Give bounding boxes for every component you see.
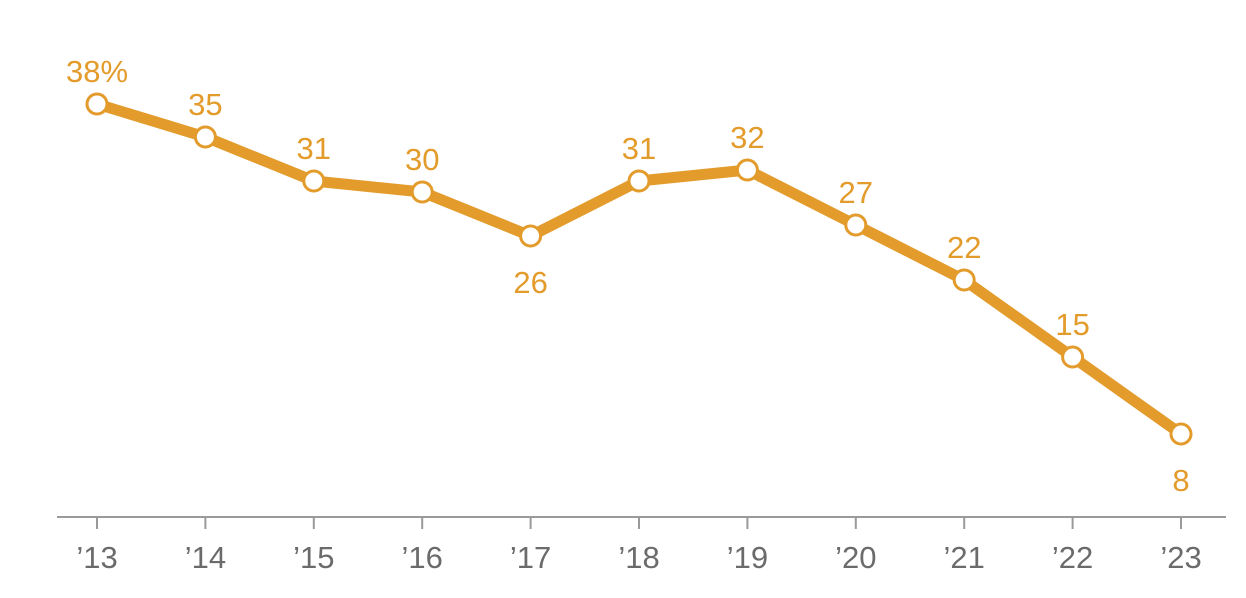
x-tick-label: ’18 [618,540,659,575]
data-point-marker [302,169,326,193]
data-point-marker [1061,345,1085,369]
data-label: 27 [839,175,873,210]
data-point-marker [844,213,868,237]
data-label: 31 [622,131,656,166]
data-point-marker [85,92,109,116]
x-tick-label: ’19 [727,540,768,575]
x-tick-label: ’21 [944,540,985,575]
x-tick-label: ’13 [76,540,117,575]
data-label: 31 [297,131,331,166]
data-label: 15 [1055,307,1089,342]
data-label: 26 [513,265,547,300]
data-label: 35 [188,87,222,122]
x-tick-label: ’20 [835,540,876,575]
data-label: 38% [66,54,128,89]
data-point-marker [519,224,543,248]
data-point-marker [1169,422,1193,446]
x-tick-label: ’14 [185,540,226,575]
x-tick-label: ’17 [510,540,551,575]
data-point-marker [735,158,759,182]
data-label: 32 [730,120,764,155]
x-tick-label: ’22 [1052,540,1093,575]
x-tick-label: ’16 [402,540,443,575]
x-tick-label: ’23 [1160,540,1201,575]
data-label: 8 [1172,463,1189,498]
data-point-marker [410,180,434,204]
data-label: 22 [947,230,981,265]
x-tick-label: ’15 [293,540,334,575]
data-point-marker [627,169,651,193]
data-point-marker [952,268,976,292]
data-label: 30 [405,142,439,177]
data-point-marker [193,125,217,149]
